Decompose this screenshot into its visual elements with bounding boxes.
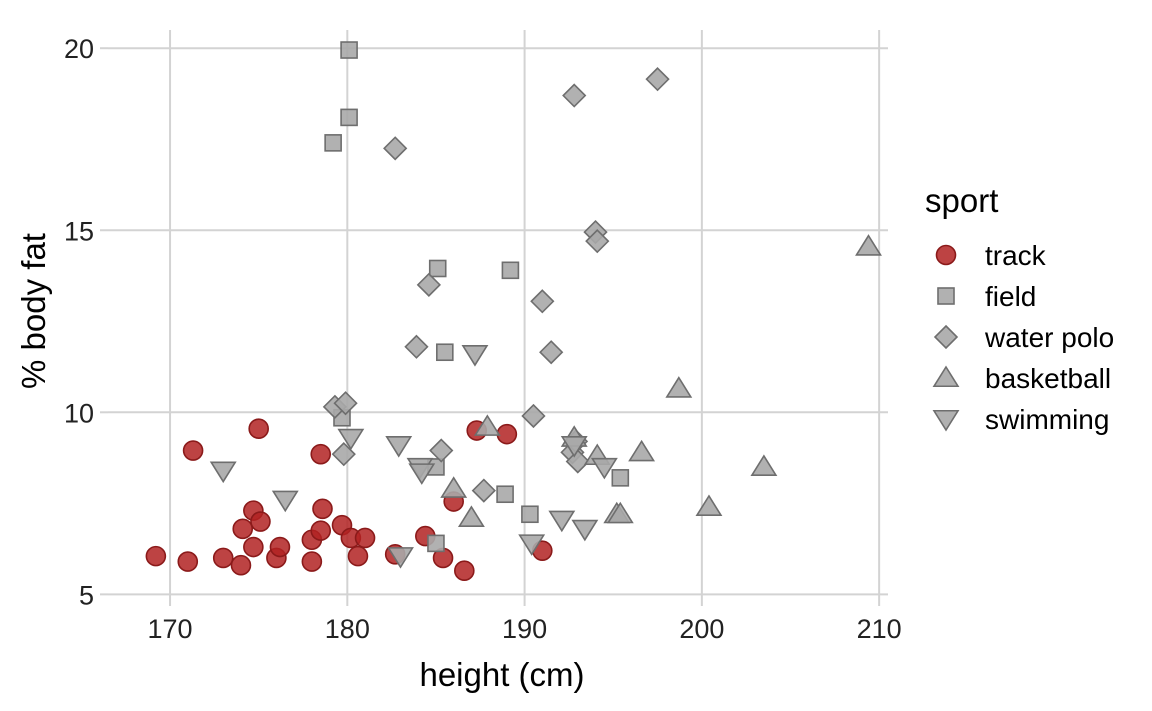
data-point bbox=[243, 536, 264, 558]
legend-label: basketball bbox=[985, 363, 1111, 394]
data-point bbox=[560, 436, 588, 458]
y-tick-label: 10 bbox=[64, 398, 94, 428]
data-point bbox=[645, 67, 670, 92]
data-point bbox=[182, 440, 204, 461]
legend-item-swimming: swimming bbox=[932, 404, 1109, 435]
legend-key bbox=[933, 324, 959, 350]
x-tick-label: 180 bbox=[325, 614, 370, 644]
data-point bbox=[427, 534, 445, 553]
data-point bbox=[404, 334, 429, 359]
series-swimming bbox=[209, 345, 618, 569]
x-tick-label: 200 bbox=[679, 614, 724, 644]
data-point bbox=[271, 490, 299, 513]
data-point bbox=[585, 229, 610, 254]
x-tick-label: 190 bbox=[502, 614, 547, 644]
data-point bbox=[145, 545, 167, 567]
data-point bbox=[248, 418, 269, 439]
series-water-polo bbox=[322, 67, 670, 503]
legend-key bbox=[932, 409, 960, 432]
legend-key bbox=[937, 287, 955, 305]
data-point bbox=[387, 547, 414, 569]
data-point bbox=[436, 343, 454, 362]
data-point bbox=[628, 439, 656, 462]
x-tick-label: 210 bbox=[857, 614, 902, 644]
legend-item-field: field bbox=[937, 281, 1036, 312]
data-point bbox=[530, 289, 555, 314]
x-tick-label: 170 bbox=[148, 614, 193, 644]
data-point bbox=[521, 505, 539, 524]
data-point bbox=[471, 478, 496, 503]
y-tick-label: 15 bbox=[64, 216, 94, 246]
series-basketball bbox=[440, 234, 882, 527]
data-point bbox=[750, 454, 778, 476]
data-point bbox=[408, 463, 436, 485]
data-point bbox=[250, 511, 271, 532]
data-point bbox=[665, 376, 693, 398]
data-point bbox=[539, 340, 564, 365]
data-point bbox=[521, 403, 546, 429]
data-point bbox=[177, 551, 199, 572]
data-point bbox=[209, 461, 237, 484]
data-point bbox=[310, 443, 332, 465]
data-point bbox=[428, 259, 447, 278]
data-point bbox=[429, 438, 454, 463]
data-point bbox=[501, 261, 520, 280]
y-axis-title: % body fat bbox=[15, 233, 52, 389]
data-point bbox=[310, 520, 332, 541]
legend-key bbox=[935, 244, 957, 266]
x-axis-title: height (cm) bbox=[419, 656, 584, 693]
y-tick-label: 20 bbox=[64, 34, 94, 64]
axis-ticks: 170 180 190 200 210 5 10 15 20 bbox=[64, 34, 902, 644]
data-point bbox=[590, 457, 618, 480]
data-point bbox=[416, 272, 441, 298]
data-point bbox=[212, 547, 234, 569]
data-point bbox=[340, 41, 358, 59]
data-point bbox=[337, 428, 365, 451]
data-point bbox=[331, 442, 356, 467]
legend-label: track bbox=[985, 240, 1047, 271]
data-point bbox=[301, 551, 323, 572]
data-point bbox=[230, 554, 252, 576]
legend-label: swimming bbox=[985, 404, 1109, 435]
data-point bbox=[340, 108, 358, 127]
data-point bbox=[383, 136, 408, 161]
data-point bbox=[312, 498, 333, 520]
data-point bbox=[385, 436, 413, 458]
data-point bbox=[548, 510, 576, 533]
legend-item-water-polo: water polo bbox=[933, 322, 1114, 353]
data-point bbox=[562, 83, 587, 108]
data-point bbox=[518, 534, 546, 556]
data-point bbox=[473, 414, 501, 436]
data-point bbox=[324, 134, 342, 152]
legend-label: water polo bbox=[984, 322, 1114, 353]
data-points bbox=[145, 41, 882, 581]
data-point bbox=[496, 485, 514, 504]
data-point bbox=[695, 494, 723, 517]
series-field bbox=[324, 41, 630, 553]
legend-title: sport bbox=[925, 182, 998, 219]
data-point bbox=[354, 527, 376, 549]
data-point bbox=[269, 536, 291, 558]
data-point bbox=[565, 449, 590, 474]
data-point bbox=[457, 505, 485, 527]
data-point bbox=[855, 234, 882, 256]
legend-item-track: track bbox=[935, 240, 1047, 271]
data-point bbox=[333, 391, 358, 416]
data-point bbox=[496, 423, 518, 445]
y-tick-label: 5 bbox=[79, 580, 94, 610]
data-point bbox=[454, 560, 475, 581]
data-point bbox=[232, 518, 254, 540]
data-point bbox=[461, 345, 489, 367]
grid-lines bbox=[108, 30, 888, 598]
data-point bbox=[347, 545, 369, 567]
data-point bbox=[571, 519, 599, 542]
data-point bbox=[440, 476, 468, 498]
legend-label: field bbox=[985, 281, 1036, 312]
legend-key bbox=[932, 365, 960, 388]
data-point bbox=[611, 469, 630, 487]
legend-item-basketball: basketball bbox=[932, 363, 1111, 394]
data-point bbox=[606, 501, 634, 524]
legend: sport track field water polo basketball swim… bbox=[925, 182, 1114, 435]
